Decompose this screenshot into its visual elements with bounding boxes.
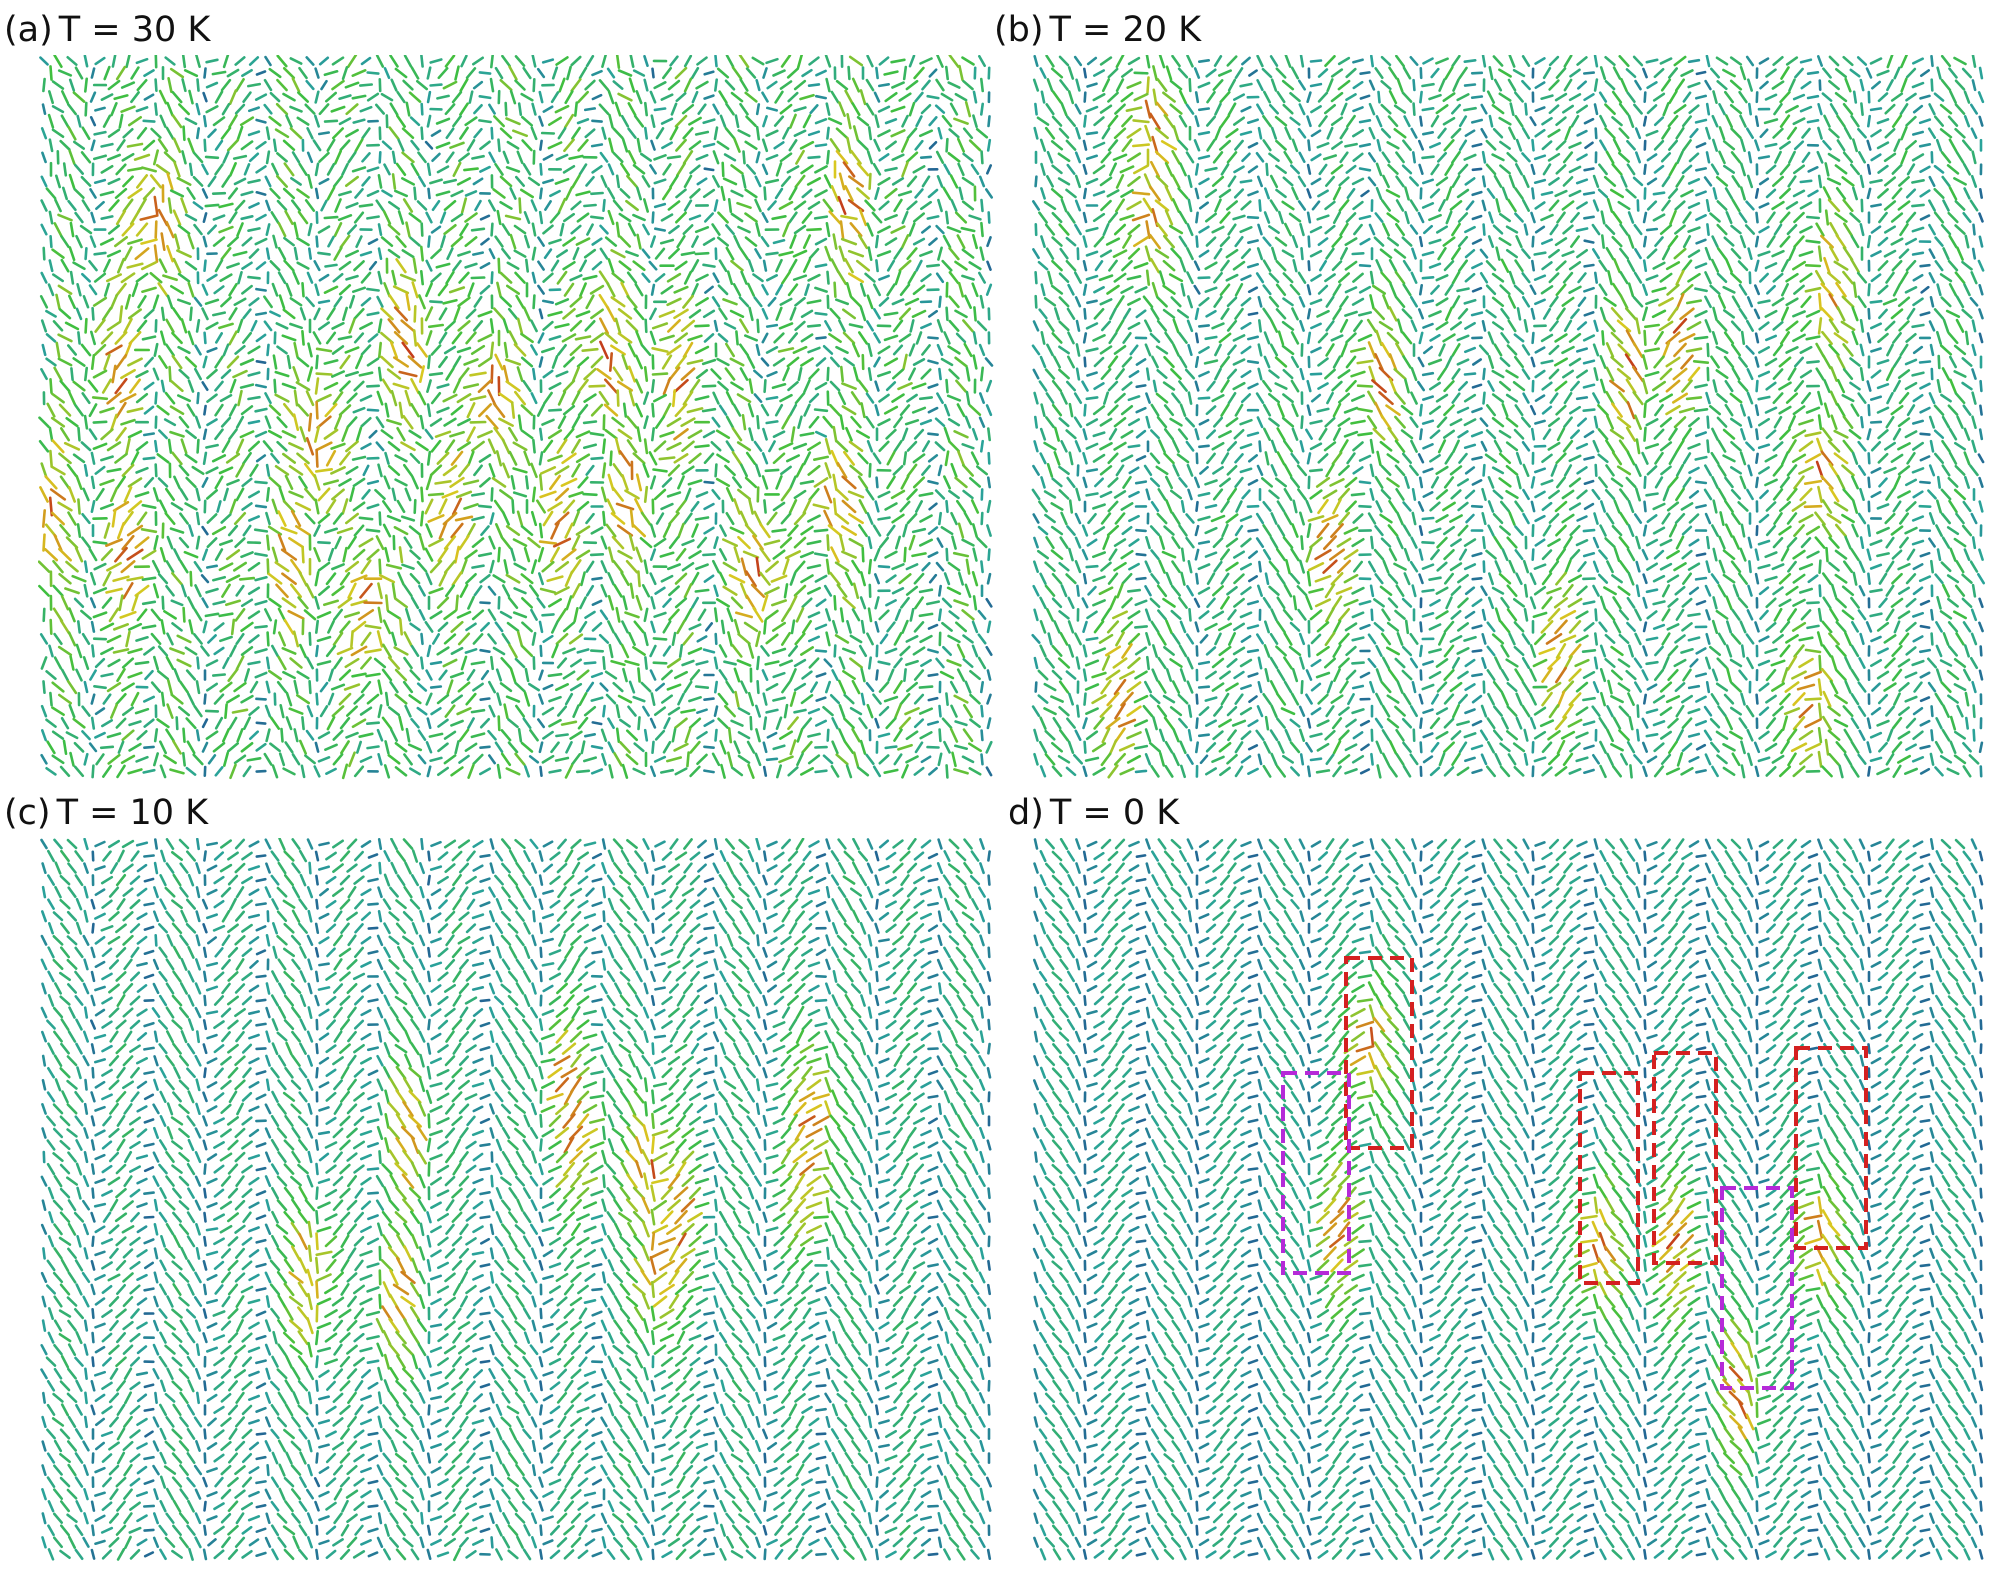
spin-field-d — [1030, 838, 1990, 1563]
spin-arrows — [38, 55, 994, 780]
highlight-box-magenta — [1281, 1071, 1351, 1275]
highlight-box-magenta — [1720, 1186, 1794, 1390]
panel-b-temperature: T = 20 K — [1049, 10, 1202, 50]
panel-a-tag: (a) — [4, 10, 53, 50]
highlight-boxes — [1281, 956, 1868, 1390]
panel-c-temperature: T = 10 K — [56, 793, 209, 833]
spin-field-b — [1030, 55, 1990, 780]
panel-d-temperature: T = 0 K — [1049, 793, 1180, 833]
highlight-box-red — [1652, 1051, 1718, 1265]
spin-arrows — [1031, 55, 1986, 779]
spin-arrows — [1032, 838, 1984, 1561]
panel-d-label: d) T = 0 K — [1008, 793, 1179, 833]
highlight-box-red — [1794, 1046, 1868, 1250]
panel-c-label: (c) T = 10 K — [4, 793, 208, 833]
highlight-box-red — [1578, 1071, 1640, 1285]
panel-a-label: (a) T = 30 K — [4, 10, 210, 50]
panel-a-temperature: T = 30 K — [58, 10, 211, 50]
highlight-box-red — [1344, 956, 1414, 1150]
panel-b-label: (b) T = 20 K — [994, 10, 1201, 50]
panel-c-tag: (c) — [4, 793, 51, 833]
panel-b-tag: (b) — [994, 10, 1044, 50]
spin-arrows — [40, 838, 993, 1562]
spin-field-c — [38, 838, 998, 1563]
spin-field-a — [38, 55, 998, 780]
panel-d-tag: d) — [1008, 793, 1044, 833]
